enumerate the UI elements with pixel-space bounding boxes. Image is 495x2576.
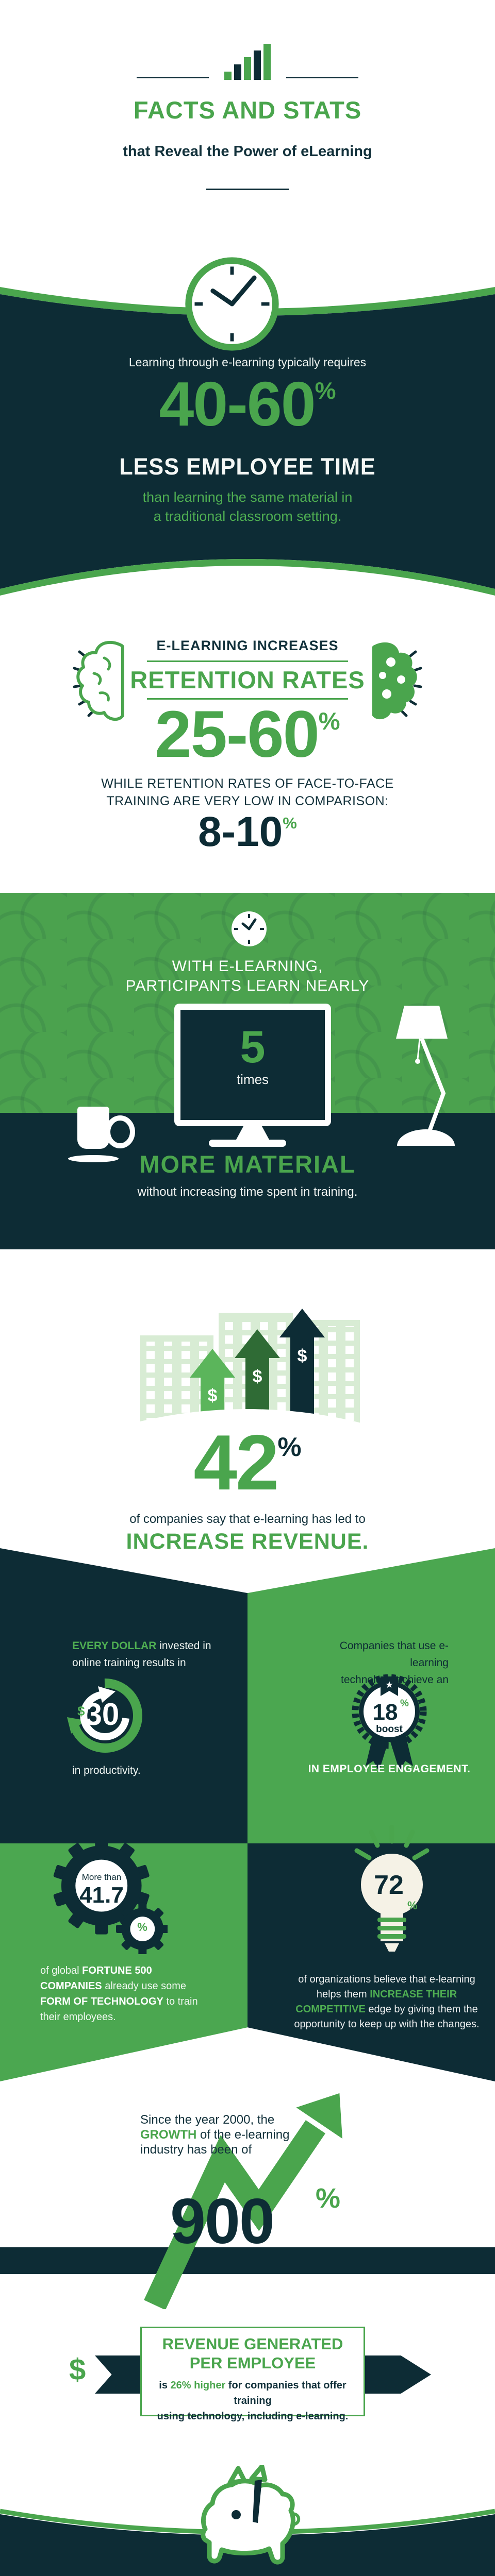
engagement-caption: IN EMPLOYEE ENGAGEMENT. [308,1763,471,1775]
competitive-value: 72 [374,1870,404,1900]
money-arrow-2-dollar: $ [252,1367,262,1386]
productivity-value: 30 [85,1697,120,1732]
engagement-percent: % [400,1698,409,1709]
revenue-42-percent: % [277,1432,302,1462]
badge-star-icon: ★ [385,1680,393,1690]
revenue-42-section: $ $ $ 42 % of companies say that e-learn… [0,1249,495,1728]
retention-stat: 25-60 % [0,702,495,768]
engagement-lead: Companies that use e-learning technology… [339,1640,449,1686]
bar-chart-icon [224,44,271,80]
competitive-body: of organizations believe that e-learning… [294,1974,480,2030]
revenue-box-title-line2: PER EMPLOYEE [189,2354,316,2372]
learn-5x-section: WITH E-LEARNING, PARTICIPANTS LEARN NEAR… [0,893,495,1249]
productivity-amount: $ 30 [77,1699,119,1730]
award-badge-icon: ★ 18 % boost [352,1674,427,1771]
time-stat-percent: % [315,377,336,404]
ibm-section: IBM saved approximately $200 MILLION aft… [0,2465,495,2576]
revenue-42-body: of companies say that e-learning has led… [129,1512,366,1526]
retention-rule-top [147,660,348,662]
productivity-lead: EVERY DOLLAR invested in online training… [72,1640,211,1669]
gear-icon [53,1837,168,1954]
panel-productivity [0,1548,248,1843]
page-title: FACTS AND STATS [133,96,362,124]
learn-5x-stat: 5 [240,1021,266,1072]
retention-rule-bottom [147,698,348,700]
face-to-face-stat-percent: % [283,814,297,832]
stats-grid-section: EVERY DOLLAR invested in online training… [0,1548,495,2081]
productivity-caption: in productivity. [72,1765,141,1776]
time-stat-value: 40-60 [159,369,316,439]
curve-top [0,287,495,328]
fortune-percent: % [137,1921,147,1934]
revenue-box-title-line1: REVENUE GENERATED [162,2335,343,2353]
retention-title: RETENTION RATES [130,666,365,693]
time-lead-text: Learning through e-learning typically re… [128,355,367,369]
time-section: Learning through e-learning typically re… [0,257,495,599]
coffee-mug-icon [77,1107,109,1149]
retention-kicker: E-LEARNING INCREASES [156,638,339,653]
revenue-42-value: 42 [193,1419,279,1506]
lightbulb-icon: 72 % [354,1825,430,1952]
page-subtitle: that Reveal the Power of eLearning [123,143,372,160]
engagement-value: 18 [373,1700,398,1725]
time-stat-caption: LESS EMPLOYEE TIME [119,453,376,480]
retention-section: E-LEARNING INCREASES RETENTION RATES 25-… [0,599,495,893]
money-arrow-3-head [279,1309,325,1337]
learn-5x-lead-line1: WITH E-LEARNING, [172,958,323,975]
fortune-more-than: More than [81,1872,122,1882]
header-rule-left [137,77,209,78]
piggy-bank-icon [201,2465,301,2565]
money-arrow-3-dollar: $ [297,1346,307,1366]
desk-lamp-icon [396,1006,455,1146]
growth-lead: Since the year 2000, the GROWTH of the e… [140,2113,290,2157]
money-arrow-2-head [235,1329,280,1358]
brain-outline-icon [73,640,124,721]
learn-5x-lead-line2: PARTICIPANTS LEARN NEARLY [125,977,370,994]
header-underline [206,189,289,190]
header-section: FACTS AND STATS that Reveal the Power of… [0,0,495,289]
revenue-42-stat: 42 % [0,1423,495,1502]
time-section-background [0,328,495,547]
coffee-mug-handle [105,1115,135,1148]
fortune-value: 41.7 [79,1883,124,1908]
revenue-box: REVENUE GENERATED PER EMPLOYEE is 26% hi… [140,2327,365,2422]
dollar-sign-icon: $ [69,2353,86,2386]
navy-band [0,2247,495,2274]
curve-bottom [0,547,495,596]
clock-icon [185,257,279,351]
ibm-background [0,2554,495,2576]
money-arrow-1-dollar: $ [207,1386,218,1405]
coffee-mug-saucer [68,1155,119,1162]
time-body-text: than learning the same material in a tra… [142,489,353,524]
revenue-per-employee-section: $ REVENUE GENERATED PER EMPLOYEE is 26% … [0,2282,495,2499]
retention-stat-percent: % [318,707,340,735]
fortune-body: of global FORTUNE 500 COMPANIES already … [40,1965,198,2023]
brain-filled-icon [372,642,422,720]
small-clock-icon [232,911,267,946]
header-rule-right [286,77,358,78]
revenue-42-title: INCREASE REVENUE. [126,1529,369,1554]
circular-arrows-icon [67,1678,142,1753]
growth-arrow-icon [144,2093,342,2309]
more-material-body: without increasing time spent in trainin… [137,1185,358,1199]
productivity-currency: $ [77,1703,85,1719]
money-arrow-1-head [190,1349,235,1378]
face-to-face-stat: 8-10 % [0,811,495,853]
growth-900-section: Since the year 2000, the GROWTH of the e… [0,2081,495,2309]
more-material-title: MORE MATERIAL [139,1150,356,1178]
monitor-base [209,1140,286,1147]
face-to-face-stat-value: 8-10 [198,808,283,855]
monitor-screen: 5 times [180,1010,325,1120]
growth-percent: % [316,2183,341,2214]
engagement-word: boost [376,1724,403,1735]
growth-value: 900 [170,2186,275,2257]
competitive-percent: % [407,1899,418,1912]
monitor-icon: 5 times [174,1004,331,1126]
retention-body-text: WHILE RETENTION RATES OF FACE-TO-FACE TR… [101,776,394,808]
revenue-box-body: is 26% higher for companies that offer t… [157,2380,349,2422]
time-stat: 40-60 % [0,372,495,435]
retention-stat-value: 25-60 [155,698,319,771]
learn-5x-unit: times [236,1072,269,1087]
